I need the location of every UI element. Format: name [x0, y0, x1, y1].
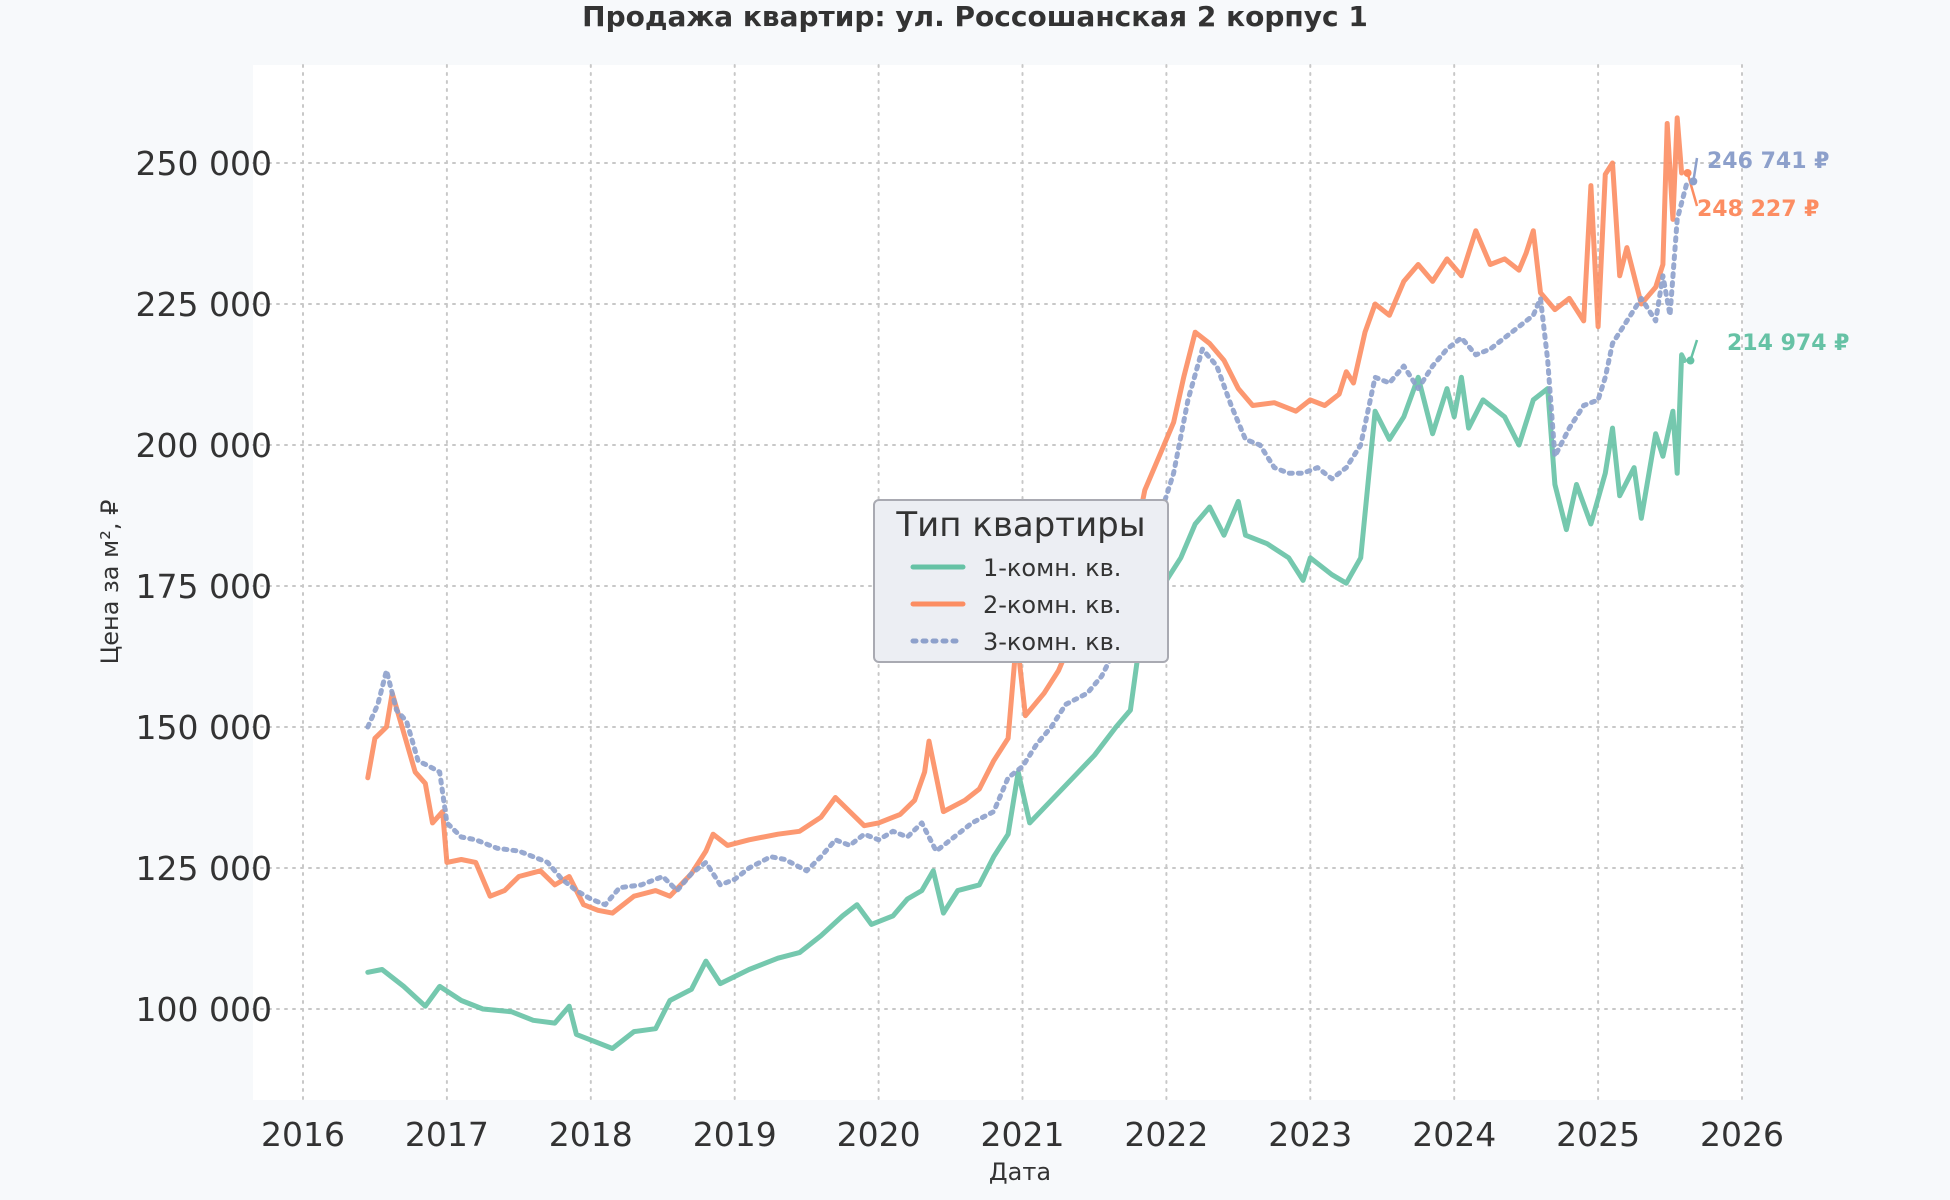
legend-items: 1-комн. кв. 2-комн. кв. 3-комн. кв.	[910, 554, 1121, 656]
chart-title: Продажа квартир: ул. Россошанская 2 корп…	[582, 0, 1368, 33]
x-tick-labels: 2016 2017 2018 2019 2020 2021 2022 2023 2024 2025…	[261, 1115, 1784, 1154]
legend-label-1: 1-комн. кв.	[983, 554, 1121, 582]
end-label-arrowhead	[1689, 177, 1698, 186]
end-label-3-room: 246 741 ₽	[1707, 149, 1829, 174]
y-tick-labels: 100 000 125 000 150 000 175 000 200 000 225 0…	[136, 144, 272, 1029]
x-tick-label: 2022	[1124, 1115, 1208, 1154]
end-label-1-room: 214 974 ₽	[1727, 331, 1849, 356]
y-tick-label: 150 000	[136, 708, 272, 747]
y-axis-label: Цена за м², ₽	[96, 500, 124, 665]
end-label-2-room: 248 227 ₽	[1697, 197, 1819, 222]
legend-title: Тип квартиры	[895, 505, 1145, 545]
legend: Тип квартиры 1-комн. кв. 2-комн. кв. 3-ком…	[873, 499, 1169, 663]
x-axis-label: Дата	[989, 1158, 1051, 1186]
end-label-arrowhead	[1686, 356, 1695, 365]
y-tick-label: 175 000	[136, 567, 272, 606]
legend-label-3: 3-комн. кв.	[983, 628, 1121, 656]
x-tick-label: 2025	[1556, 1115, 1640, 1154]
x-tick-label: 2023	[1268, 1115, 1352, 1154]
end-label-arrowhead	[1683, 168, 1692, 177]
x-tick-label: 2021	[981, 1115, 1065, 1154]
y-tick-label: 200 000	[136, 426, 272, 465]
y-tick-label: 250 000	[136, 144, 272, 183]
x-tick-label: 2024	[1412, 1115, 1496, 1154]
x-tick-label: 2020	[837, 1115, 921, 1154]
x-tick-label: 2019	[693, 1115, 777, 1154]
y-tick-label: 125 000	[136, 849, 272, 888]
y-tick-label: 225 000	[136, 285, 272, 324]
x-tick-label: 2026	[1700, 1115, 1784, 1154]
x-tick-label: 2018	[549, 1115, 633, 1154]
series-line-3	[365, 178, 1690, 908]
x-tick-label: 2017	[405, 1115, 489, 1154]
y-tick-label: 100 000	[136, 990, 272, 1029]
end-labels: 214 974 ₽ 248 227 ₽ 246 741 ₽	[1683, 149, 1849, 365]
legend-label-2: 2-комн. кв.	[983, 591, 1121, 619]
end-label-arrow	[1686, 172, 1699, 207]
legend-box	[873, 499, 1169, 663]
x-tick-label: 2016	[261, 1115, 345, 1154]
